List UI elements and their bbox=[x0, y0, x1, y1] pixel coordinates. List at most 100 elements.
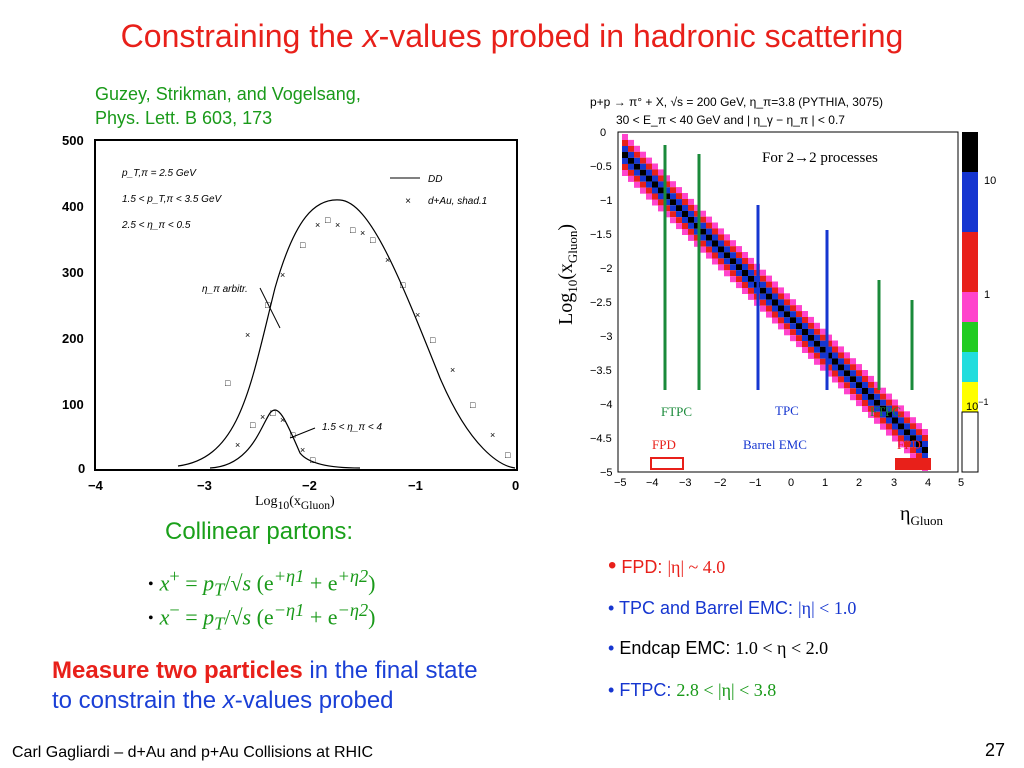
right-y-ticks: 0 −0.5 −1 −1.5 −2 −2.5 −3 −3.5 −4 −4.5 −5 bbox=[590, 127, 613, 479]
histogram-cell bbox=[826, 352, 832, 359]
histogram-cell bbox=[760, 275, 766, 282]
histogram-cell bbox=[634, 175, 640, 182]
histogram-cell bbox=[832, 364, 838, 371]
range-tpc: • TPC and Barrel EMC: |η| < 1.0 bbox=[608, 598, 857, 618]
histogram-cell bbox=[868, 405, 874, 412]
histogram-cell bbox=[898, 405, 904, 412]
histogram-cell bbox=[886, 399, 892, 406]
histogram-cell bbox=[844, 388, 850, 395]
histogram-cell bbox=[640, 181, 646, 188]
histogram-cell bbox=[652, 175, 658, 182]
scatter-point: □ bbox=[505, 450, 511, 460]
histogram-cell bbox=[916, 441, 922, 448]
histogram-cell bbox=[880, 393, 886, 400]
legend-marker: × bbox=[405, 196, 411, 207]
histogram-cell bbox=[682, 193, 688, 199]
histogram-cell bbox=[820, 352, 826, 359]
histogram-cell bbox=[904, 423, 910, 430]
histogram-cell bbox=[700, 222, 706, 229]
histogram-cell bbox=[658, 205, 664, 212]
histogram-cell bbox=[736, 258, 742, 265]
scatter-point: □ bbox=[265, 300, 271, 310]
histogram-cell bbox=[784, 323, 790, 330]
histogram-cell bbox=[712, 234, 718, 241]
svg-text:−2.5: −2.5 bbox=[590, 297, 612, 309]
histogram-cell bbox=[748, 275, 754, 282]
scatter-point: □ bbox=[290, 430, 296, 440]
histogram-cell bbox=[922, 447, 928, 453]
histogram-cell bbox=[766, 311, 772, 318]
scatter-point: □ bbox=[400, 280, 406, 290]
histogram-cell bbox=[646, 181, 652, 188]
histogram-cell bbox=[850, 394, 856, 401]
histogram-cell bbox=[730, 276, 736, 283]
histogram-cell bbox=[670, 193, 676, 200]
histogram-cell bbox=[646, 175, 652, 182]
histogram-cell bbox=[658, 169, 664, 176]
histogram-cell bbox=[742, 264, 748, 270]
histogram-cell bbox=[676, 193, 682, 200]
histogram-cell bbox=[910, 417, 916, 424]
scatter-point: × bbox=[315, 220, 320, 230]
histogram-cell bbox=[784, 311, 790, 318]
histogram-cell bbox=[622, 158, 628, 164]
scatter-point: × bbox=[280, 270, 285, 280]
svg-text:−2: −2 bbox=[714, 477, 727, 489]
histogram-cell bbox=[730, 252, 736, 259]
histogram-cell bbox=[850, 382, 856, 389]
histogram-cell bbox=[664, 199, 670, 206]
histogram-cell bbox=[904, 447, 910, 454]
histogram-cell bbox=[628, 157, 634, 164]
histogram-cell bbox=[700, 246, 706, 253]
histogram-cell bbox=[772, 311, 778, 318]
histogram-cell bbox=[904, 429, 910, 436]
histogram-cell bbox=[814, 358, 820, 365]
histogram-cell bbox=[766, 299, 772, 306]
histogram-cell bbox=[766, 293, 772, 300]
histogram-cell bbox=[694, 204, 700, 211]
histogram-cell bbox=[808, 322, 814, 329]
scatter-point: × bbox=[245, 330, 250, 340]
histogram-cell bbox=[856, 394, 862, 401]
histogram-cell bbox=[706, 228, 712, 235]
right-plot: p+p → π° + X, √s = 200 GeV, η_π=3.8 (PYT… bbox=[555, 95, 996, 489]
histogram-cell bbox=[742, 252, 748, 258]
histogram-cell bbox=[694, 228, 700, 235]
eta-gluon-label: ηGluon bbox=[900, 503, 943, 528]
label-ftpc-left: FTPC bbox=[661, 404, 692, 419]
histogram-cell bbox=[688, 204, 694, 211]
histogram-cell bbox=[874, 417, 880, 424]
histogram-cell bbox=[892, 411, 898, 418]
histogram-cell bbox=[790, 335, 796, 342]
histogram-cell bbox=[814, 322, 820, 329]
histogram-cell bbox=[802, 347, 808, 353]
histogram-cell bbox=[850, 370, 856, 377]
histogram-cell bbox=[892, 423, 898, 430]
fpd-left-box bbox=[650, 457, 684, 470]
histogram-cell bbox=[880, 423, 886, 430]
histogram-cell bbox=[760, 287, 766, 294]
histogram-cell bbox=[724, 234, 730, 241]
histogram-cell bbox=[838, 376, 844, 383]
histogram-cell bbox=[700, 210, 706, 217]
xtick-m1: −1 bbox=[408, 478, 423, 493]
histogram-cell bbox=[838, 370, 844, 377]
histogram-cell bbox=[832, 376, 838, 383]
scatter-point: × bbox=[235, 440, 240, 450]
histogram-cell bbox=[898, 411, 904, 418]
scatter-point: □ bbox=[325, 215, 331, 225]
histogram-cell bbox=[880, 399, 886, 406]
histogram-cell bbox=[808, 328, 814, 335]
histogram-cell bbox=[892, 429, 898, 436]
histogram-cell bbox=[622, 152, 628, 158]
histogram-cell bbox=[802, 341, 808, 347]
scatter-point: × bbox=[300, 445, 305, 455]
histogram-cell bbox=[760, 269, 766, 276]
histogram-cell bbox=[826, 346, 832, 353]
histogram-cell bbox=[784, 299, 790, 306]
histogram-cell bbox=[826, 364, 832, 371]
histogram-cell bbox=[904, 417, 910, 424]
histogram-cell bbox=[886, 411, 892, 418]
legend-text-1: p_T,π = 2.5 GeV bbox=[121, 168, 197, 179]
histogram-cell bbox=[706, 240, 712, 247]
